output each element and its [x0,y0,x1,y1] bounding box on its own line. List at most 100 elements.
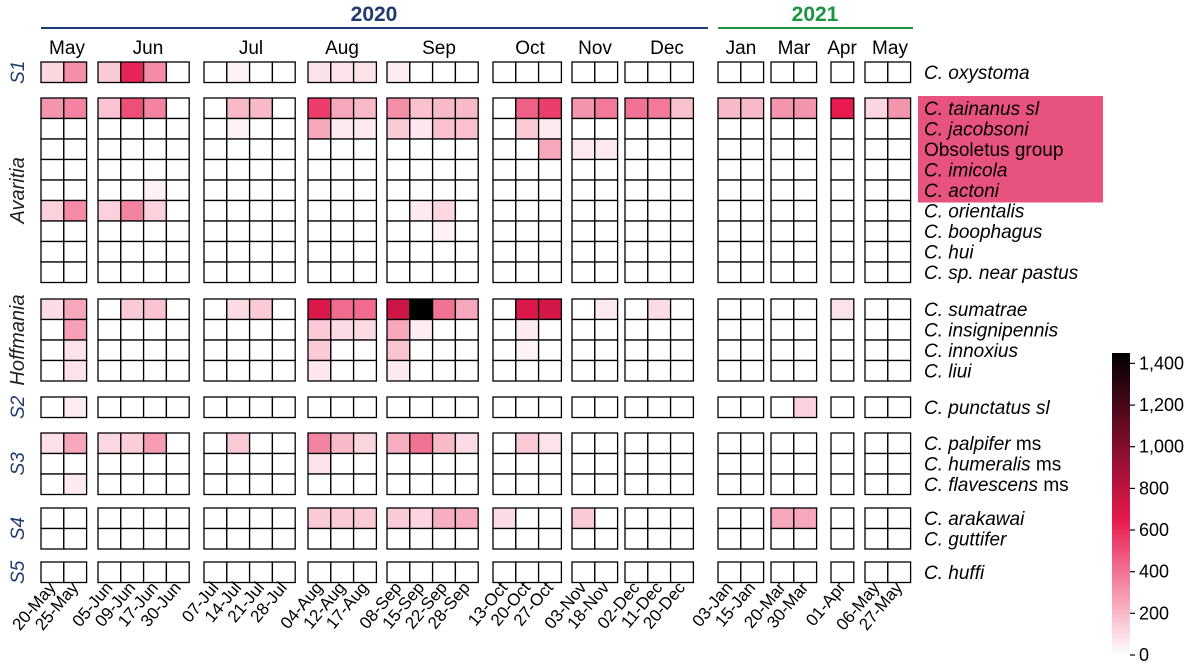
heatmap-cell [40,117,65,140]
heatmap-cell [409,199,434,222]
heatmap-cell [537,507,563,530]
heatmap-cell [386,97,411,120]
heatmap-cell [669,396,695,419]
heatmap-cell [120,396,145,419]
heatmap-cell [887,138,912,161]
heatmap-cell [248,158,274,181]
heatmap-cell [571,432,596,455]
heatmap-cell [431,179,457,202]
heatmap-cell [120,117,145,140]
heatmap-cell [330,432,355,455]
heatmap-cell [647,138,672,161]
heatmap-cell [271,117,296,140]
heatmap-cell [142,298,168,321]
heatmap-cell [492,240,517,263]
heatmap-cell [515,240,540,263]
heatmap-cell [537,138,563,161]
heatmap-cell [864,318,889,341]
heatmap-cell [97,117,122,140]
heatmap-cell [537,158,563,181]
heatmap-cell [120,220,145,243]
heatmap-cell [226,318,251,341]
heatmap-cell [864,158,889,181]
heatmap-cell [717,432,742,455]
heatmap-cell [454,561,479,584]
heatmap-cell [594,117,619,140]
heatmap-cell [307,527,332,550]
heatmap-cell [352,261,378,284]
heatmap-cell [330,199,355,222]
heatmap-cell [669,261,695,284]
heatmap-cell [770,359,795,382]
heatmap-cell [594,298,619,321]
heatmap-cell [669,561,695,584]
heatmap-cell [330,318,355,341]
heatmap-cell [624,452,649,475]
heatmap-cell [793,97,818,120]
heatmap-cell [271,298,296,321]
heatmap-cell [226,158,251,181]
heatmap-cell [537,298,563,321]
heatmap-cell [830,527,855,550]
heatmap-cell [887,359,912,382]
heatmap-cell [226,527,251,550]
heatmap-cell [352,339,378,362]
heatmap-cell [887,452,912,475]
heatmap-cell [165,240,190,263]
heatmap-cell [271,318,296,341]
heatmap-cell [624,220,649,243]
heatmap-cell [203,199,228,222]
heatmap-cell [594,61,619,84]
heatmap-cell [624,339,649,362]
heatmap-cell [63,179,88,202]
heatmap-cell [454,220,479,243]
heatmap-cell [142,432,168,455]
heatmap-cell [492,138,517,161]
heatmap-cell [740,117,765,140]
heatmap-cell [830,199,855,222]
heatmap-cell [120,61,145,84]
heatmap-cell [386,158,411,181]
heatmap-cell [203,507,228,530]
heatmap-cell [40,507,65,530]
heatmap-cell [431,261,457,284]
highlight-box [918,96,1103,203]
heatmap-cell [352,97,378,120]
heatmap-cell [248,527,274,550]
species-label: C. innoxius [924,341,1018,362]
heatmap-cell [717,240,742,263]
heatmap-cell [409,298,434,321]
heatmap-cell [537,199,563,222]
heatmap-cell [887,158,912,181]
heatmap-cell [669,452,695,475]
heatmap-cell [307,158,332,181]
heatmap-cell [571,359,596,382]
heatmap-cell [740,199,765,222]
heatmap-cell [142,199,168,222]
heatmap-cell [770,158,795,181]
heatmap-cell [515,179,540,202]
heatmap-cell [669,220,695,243]
heatmap-cell [717,261,742,284]
heatmap-cell [793,61,818,84]
heatmap-cell [830,261,855,284]
heatmap-cell [717,318,742,341]
heatmap-cell [203,318,228,341]
heatmap-cell [793,199,818,222]
species-label: C. imicola [924,160,1007,181]
heatmap-cell [203,527,228,550]
heatmap-cell [330,261,355,284]
heatmap-cell [120,452,145,475]
heatmap-cell [515,527,540,550]
heatmap-cell [647,473,672,496]
heatmap-cell [647,61,672,84]
heatmap-cell [431,199,457,222]
heatmap-cell [271,158,296,181]
heatmap-cell [409,138,434,161]
heatmap-cell [63,339,88,362]
heatmap-cell [624,179,649,202]
heatmap-cell [740,261,765,284]
heatmap-cell [830,452,855,475]
heatmap-cell [271,339,296,362]
heatmap-cell [594,261,619,284]
